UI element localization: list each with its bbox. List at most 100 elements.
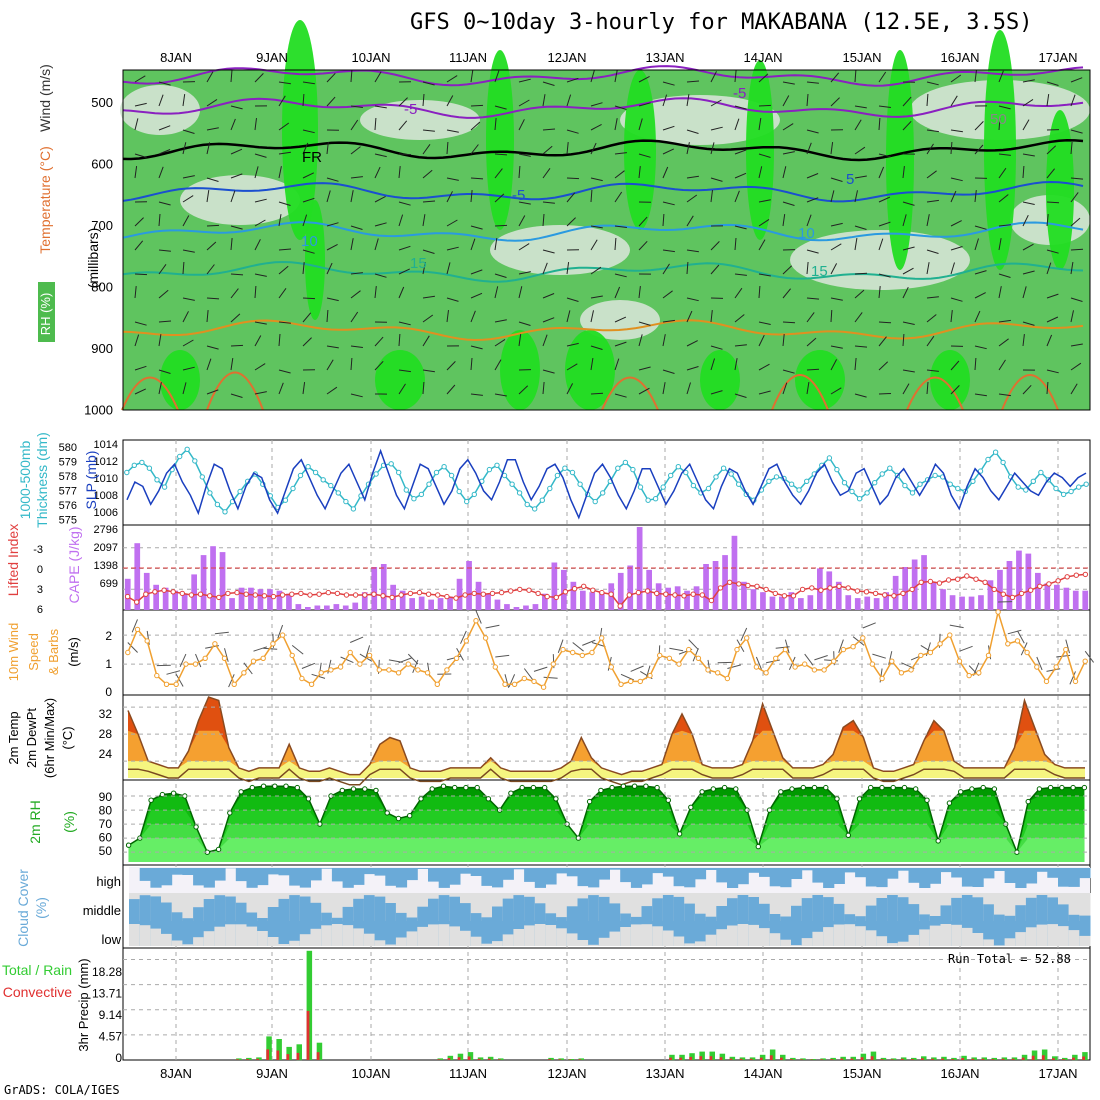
wind-barb bbox=[926, 381, 929, 395]
cloud-low-bar bbox=[727, 925, 739, 946]
credit-label: GrADS: COLA/IGES bbox=[4, 1083, 120, 1097]
cloud-low-bar bbox=[203, 931, 215, 946]
rh2m-point bbox=[1025, 798, 1031, 805]
lifted-index-point bbox=[827, 585, 833, 591]
cloud-middle-bar bbox=[588, 895, 600, 921]
wind10m-barb bbox=[301, 662, 316, 669]
lifted-index-point bbox=[799, 586, 806, 593]
cloud-low-bar bbox=[759, 928, 771, 946]
wind-barb bbox=[182, 261, 185, 275]
wind-barb bbox=[590, 295, 603, 299]
cape-bar bbox=[779, 596, 785, 610]
wind-barb bbox=[614, 118, 618, 131]
thickness-point bbox=[456, 488, 462, 495]
temp-area-low bbox=[128, 761, 1085, 778]
cape-bar bbox=[987, 580, 994, 610]
wind-barb bbox=[878, 105, 891, 108]
wind-barb bbox=[830, 72, 840, 83]
rh2m-point bbox=[260, 783, 267, 789]
thickness-point bbox=[592, 498, 598, 505]
wind-barb bbox=[1046, 168, 1055, 179]
cloud-middle-bar bbox=[823, 897, 835, 921]
wind-barb bbox=[134, 388, 147, 395]
warm-contour-2 bbox=[601, 376, 659, 411]
rh2m-point bbox=[598, 787, 604, 794]
cloud-middle-bar bbox=[417, 906, 429, 921]
thickness-point bbox=[192, 458, 198, 464]
wind-barb bbox=[686, 175, 699, 179]
cloud-low-bar bbox=[630, 924, 643, 946]
cloud-middle-bar bbox=[235, 902, 247, 921]
wind-barb bbox=[254, 198, 267, 203]
wind-barb bbox=[974, 190, 977, 203]
cloud-middle-bar bbox=[1047, 897, 1059, 921]
wind-barb bbox=[758, 390, 771, 395]
wind-barb bbox=[518, 271, 531, 275]
wind-barb bbox=[758, 239, 766, 251]
rh2m-point bbox=[407, 813, 413, 819]
cloud-low-bg bbox=[876, 921, 888, 946]
cloud-middle-bg bbox=[769, 893, 781, 921]
precip-convective-bar bbox=[790, 1059, 793, 1060]
lifted-index-point bbox=[234, 589, 240, 596]
wind10m-point bbox=[521, 675, 527, 682]
wind-barb bbox=[398, 120, 408, 131]
cloud-low-bar bbox=[470, 936, 482, 946]
wind-barb bbox=[734, 172, 747, 179]
cape-bar bbox=[674, 586, 681, 610]
wind10m-point bbox=[540, 684, 547, 690]
wind10m-point bbox=[763, 670, 769, 676]
wind-barb bbox=[1022, 334, 1025, 347]
wind-barb bbox=[182, 129, 195, 134]
precip-convective-bar bbox=[1021, 1057, 1025, 1060]
cloud-level-label: low bbox=[101, 932, 121, 947]
rh2m-point bbox=[1047, 784, 1054, 791]
wind-barb bbox=[590, 358, 594, 371]
precip-convective-bar bbox=[911, 1059, 914, 1060]
precip-tick-label: 0 bbox=[115, 1051, 122, 1065]
wind-barb bbox=[518, 78, 531, 83]
lifted-index-point bbox=[225, 590, 231, 597]
lifted-index-point bbox=[973, 576, 979, 582]
contour-label: 15 bbox=[811, 263, 828, 280]
rh2m-point bbox=[125, 842, 132, 848]
wind-barb bbox=[926, 81, 939, 86]
wind-barb bbox=[974, 270, 987, 275]
precip-convective-label: Convective bbox=[3, 984, 72, 1000]
thickness-point bbox=[388, 461, 394, 467]
wind-barb bbox=[422, 262, 426, 275]
wind10m-point bbox=[173, 681, 179, 687]
wind10m-barb bbox=[365, 645, 371, 659]
precip-convective-bar bbox=[236, 1059, 239, 1060]
wind-barb bbox=[182, 215, 190, 227]
rh2m-point bbox=[620, 783, 627, 789]
date-label-bottom: 14JAN bbox=[743, 1066, 782, 1081]
wind-barb bbox=[278, 333, 281, 347]
cloud-high-bar bbox=[865, 868, 877, 887]
lifted-index-point bbox=[407, 590, 414, 597]
precip-convective-bar bbox=[568, 1059, 572, 1060]
wind-barb bbox=[1046, 201, 1060, 204]
rh2m-point bbox=[811, 784, 818, 791]
wind-barb bbox=[494, 168, 503, 179]
wind-barb bbox=[470, 238, 476, 251]
cloud-middle-bar bbox=[855, 916, 867, 921]
thickness-tick-label: 577 bbox=[59, 486, 77, 498]
precip-total-bar bbox=[467, 1052, 474, 1060]
wind-barb bbox=[782, 334, 785, 347]
rh2m-point bbox=[834, 796, 840, 802]
thickness-point bbox=[660, 484, 666, 490]
cloud-middle-bar bbox=[908, 904, 920, 921]
cloud-low-bar bbox=[492, 941, 504, 946]
rh-region-10 bbox=[305, 200, 325, 320]
wind-barb bbox=[1046, 94, 1050, 107]
precip-total-bar bbox=[921, 1056, 927, 1060]
wind-barb bbox=[134, 166, 138, 179]
wind-barb bbox=[470, 345, 483, 350]
lifted-index-point bbox=[334, 590, 341, 597]
cloud-low-bar bbox=[887, 943, 899, 946]
cloud-high-bar bbox=[481, 868, 493, 886]
wind-barb bbox=[182, 195, 194, 203]
cloud-high-bar bbox=[139, 868, 151, 881]
lifted-index-point bbox=[1018, 590, 1025, 597]
